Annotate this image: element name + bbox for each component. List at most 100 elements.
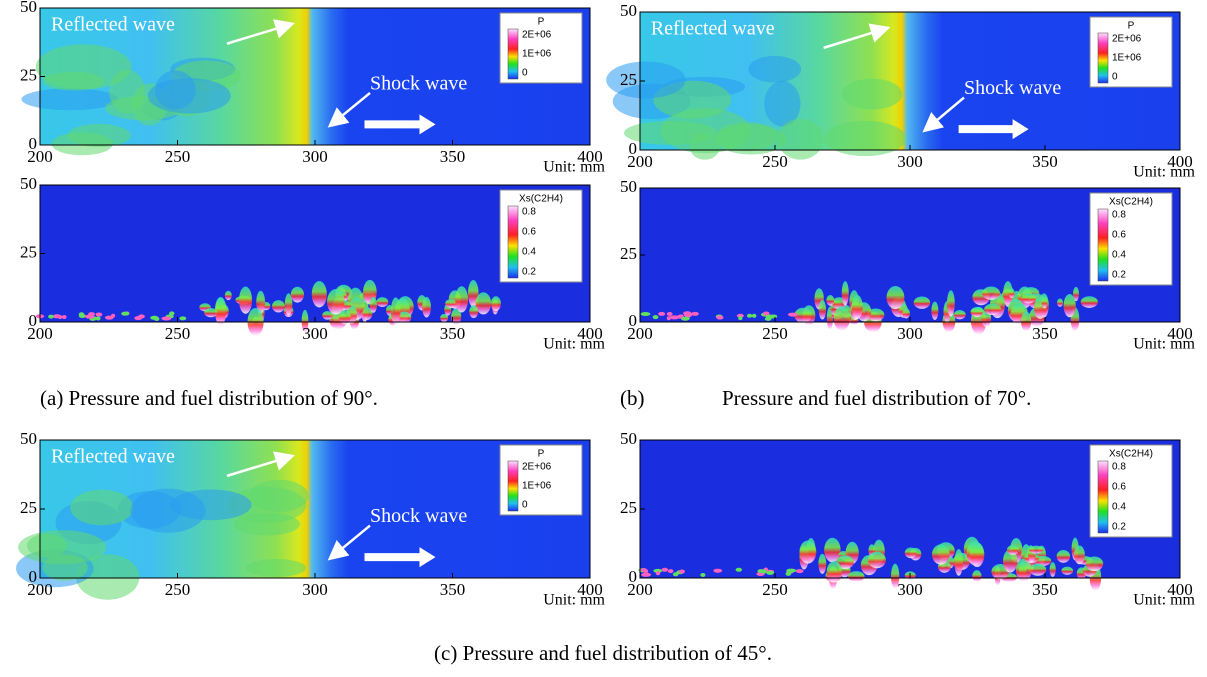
fuel-plume <box>826 295 835 306</box>
x-tick-label: 400 <box>577 324 603 343</box>
fuel-plume <box>1018 561 1027 582</box>
y-tick-label: 50 <box>20 429 37 448</box>
contour-blob <box>42 71 105 91</box>
fuel-plume <box>369 297 378 313</box>
x-tick-label: 200 <box>27 147 53 166</box>
annotation-arrow <box>226 19 296 45</box>
y-tick-label: 50 <box>20 0 37 16</box>
fuel-plume <box>1003 281 1013 307</box>
fuel-plume <box>1085 556 1104 572</box>
x-tick-label: 350 <box>440 580 466 599</box>
contour-blob <box>21 88 119 111</box>
x-tick-label: 200 <box>27 324 53 343</box>
fuel-plume <box>826 561 842 583</box>
x-tick-label: 400 <box>577 580 603 599</box>
legend-title: Xs(C2H4) <box>1109 449 1153 460</box>
contour-blob <box>606 61 686 99</box>
fuel-plume <box>785 571 792 576</box>
fuel-plume <box>322 310 333 320</box>
fuel-plume <box>179 316 187 321</box>
legend-title: Xs(C2H4) <box>1109 197 1153 208</box>
y-tick-label: 50 <box>620 429 637 448</box>
fuel-plume <box>311 280 327 308</box>
fuel-plume <box>1041 296 1048 309</box>
fuel-plume <box>746 313 753 318</box>
fuel-plume <box>652 315 659 320</box>
annotation-arrow <box>327 91 371 128</box>
colorbar <box>507 205 519 279</box>
fuel-plume <box>680 316 690 321</box>
x-tick-label: 200 <box>627 324 653 343</box>
fuel-plume <box>1072 286 1080 302</box>
legend-label: 0.2 <box>522 267 536 278</box>
fuel-plume <box>271 300 285 313</box>
fuel-plume <box>1029 545 1044 554</box>
y-tick-label: 25 <box>620 498 637 517</box>
fuel-plume <box>787 312 798 317</box>
x-tick-label: 350 <box>440 147 466 166</box>
fuel-plume <box>764 316 772 321</box>
fuel-plume <box>451 308 462 325</box>
fuel-plume <box>667 569 674 574</box>
x-tick-label: 250 <box>165 324 191 343</box>
propagation-arrow <box>958 119 1029 140</box>
fuel-plume <box>982 286 1001 300</box>
fuel-plume <box>1021 311 1032 332</box>
contour-blob <box>246 558 307 577</box>
legend-label: 0.6 <box>1112 482 1126 493</box>
fuel-plume <box>700 572 706 577</box>
fuel-plume <box>683 311 692 316</box>
unit-label: Unit: mm <box>543 336 605 353</box>
legend-label: 0 <box>1112 72 1118 83</box>
fuel-plume <box>85 314 95 319</box>
fuel-plume <box>390 297 401 325</box>
x-tick-label: 300 <box>302 147 328 166</box>
y-tick-label: 25 <box>20 498 37 517</box>
x-tick-label: 400 <box>1167 152 1193 171</box>
fuel-plume <box>455 286 469 313</box>
legend-title: Xs(C2H4) <box>519 194 563 205</box>
fuel-plume <box>971 307 984 318</box>
fuel-plume <box>284 293 293 316</box>
fuel-plume <box>947 290 955 317</box>
annotation: Reflected wave <box>651 18 775 40</box>
caption: (b) <box>620 386 645 410</box>
fuel-plume <box>886 285 905 310</box>
annotation: Shock wave <box>370 72 467 94</box>
fuel-plume <box>640 568 647 573</box>
fuel-plume <box>716 315 724 320</box>
fuel-plume <box>841 281 849 306</box>
unit-label: Unit: mm <box>1133 164 1195 181</box>
fuel-plume <box>691 311 699 316</box>
legend-title: P <box>538 17 545 28</box>
fuel-plume <box>669 315 680 320</box>
fuel-plume <box>931 301 939 320</box>
fuel-plume <box>224 290 232 301</box>
fuel-panel: 200 250 300 350 400 0 25 50 Unit: mm Xs(C2H4) 0.8 0… <box>620 177 1196 353</box>
colorbar <box>1097 208 1109 282</box>
y-tick-label: 0 <box>29 567 38 586</box>
annotation-arrow <box>823 23 891 50</box>
fuel-plume <box>362 307 373 320</box>
fuel-plume <box>1006 544 1019 555</box>
y-tick-label: 0 <box>629 311 638 330</box>
x-tick-label: 300 <box>897 580 923 599</box>
fuel-plume <box>904 547 917 559</box>
legend-label: 0.4 <box>1112 502 1126 513</box>
fuel-plume <box>1080 296 1098 308</box>
fuel-plume <box>61 315 67 320</box>
fuel-plume <box>204 308 218 318</box>
x-tick-label: 300 <box>897 152 923 171</box>
fuel-plume <box>1029 563 1047 576</box>
legend-title: P <box>1128 21 1135 32</box>
propagation-arrow <box>364 547 436 568</box>
fuel-plume <box>445 298 458 309</box>
fuel-plume <box>1003 549 1018 573</box>
contour-blob <box>70 489 134 526</box>
legend-label: 0.4 <box>522 247 536 258</box>
legend-label: 2E+06 <box>522 462 552 473</box>
legend-label: 0.4 <box>1112 250 1126 261</box>
fuel-plume <box>799 540 817 564</box>
fuel-plume <box>932 544 950 565</box>
